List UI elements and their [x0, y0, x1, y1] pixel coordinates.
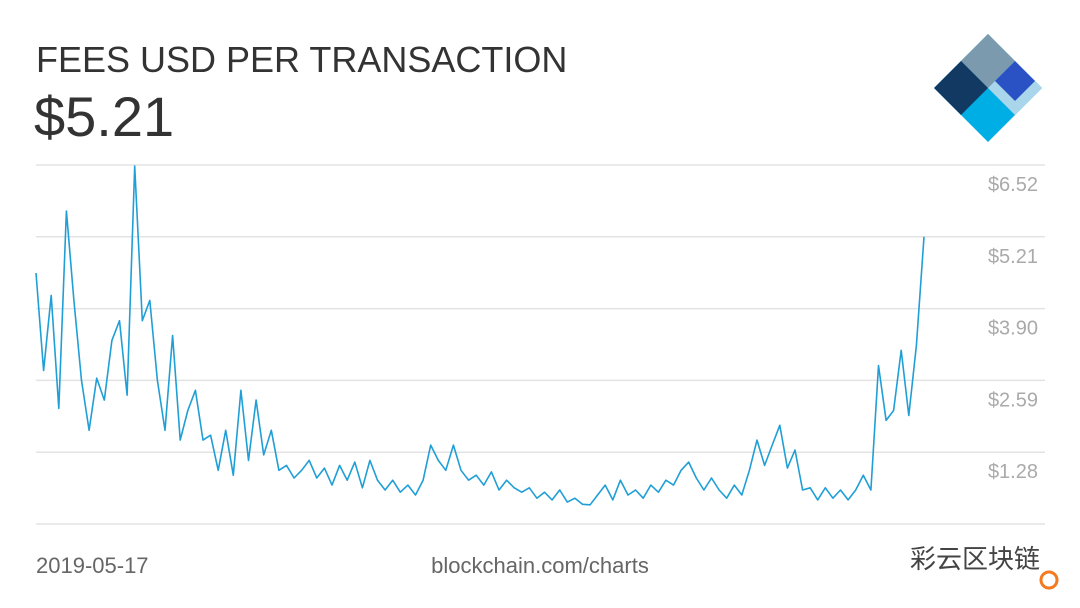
y-tick-label: $2.59	[988, 389, 1038, 411]
source: blockchain.com/charts	[431, 553, 649, 578]
logo	[934, 34, 1042, 142]
chart-title: FEES USD PER TRANSACTION	[36, 39, 567, 80]
y-tick-label: $3.90	[988, 318, 1038, 340]
watermark: 彩云区块链	[910, 544, 1040, 574]
y-tick-label: $5.21	[988, 246, 1038, 268]
decoration	[1039, 570, 1059, 590]
current-value: $5.21	[34, 85, 174, 148]
y-tick-label: $6.52	[988, 174, 1038, 196]
y-tick-label: $1.28	[988, 461, 1038, 483]
data-line	[35, 165, 925, 506]
x-tick-label: 2019-05-17	[36, 553, 149, 578]
